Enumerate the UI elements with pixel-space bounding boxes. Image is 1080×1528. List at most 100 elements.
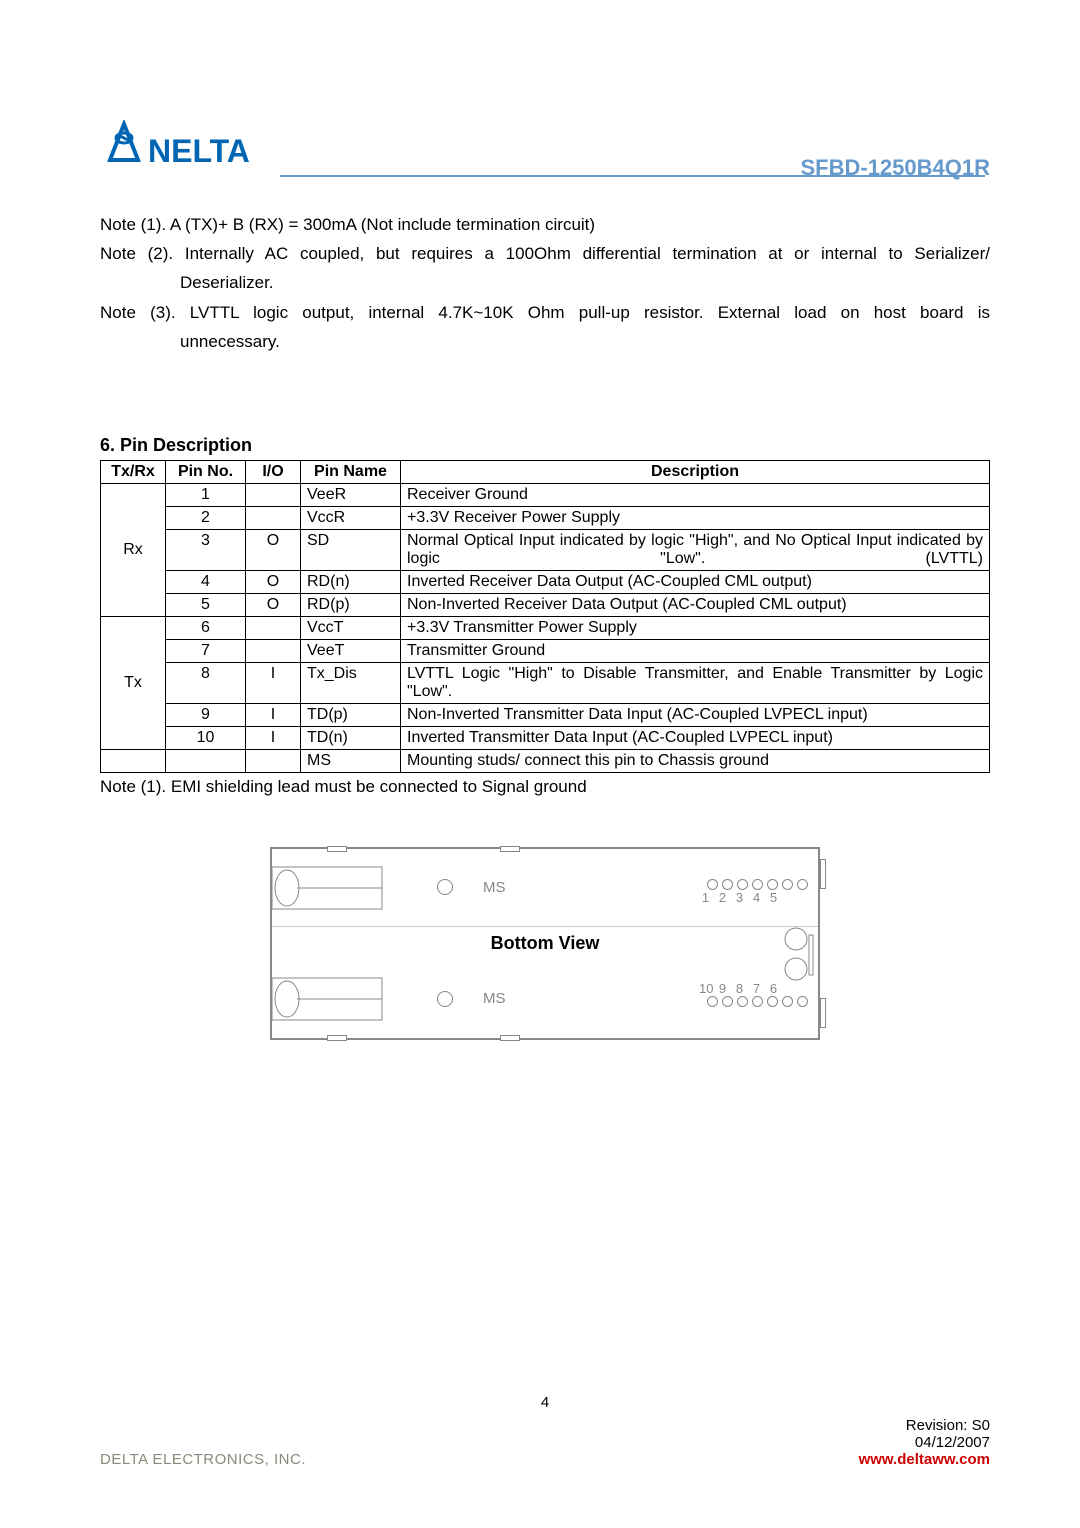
table-row: 7VeeTTransmitter Ground (101, 639, 990, 662)
cell-desc: Transmitter Ground (401, 639, 990, 662)
pin-number: 5 (767, 890, 780, 905)
pin-hole (707, 996, 718, 1007)
cell-pin: 3 (166, 529, 246, 570)
note-3a: Note (3). LVTTL logic output, internal 4… (100, 299, 990, 326)
cell-io: I (246, 703, 301, 726)
svg-text:NELTA: NELTA (148, 133, 250, 169)
cell-desc: Inverted Receiver Data Output (AC-Couple… (401, 570, 990, 593)
table-row: Tx6VccT+3.3V Transmitter Power Supply (101, 616, 990, 639)
cell-pin: 8 (166, 662, 246, 703)
cell-name: SD (301, 529, 401, 570)
notes-block: Note (1). A (TX)+ B (RX) = 300mA (Not in… (100, 211, 990, 355)
pin-hole (752, 996, 763, 1007)
pin-hole (782, 996, 793, 1007)
table-row: 5ORD(p)Non-Inverted Receiver Data Output… (101, 593, 990, 616)
table-row: MSMounting studs/ connect this pin to Ch… (101, 749, 990, 772)
cell-pin: 4 (166, 570, 246, 593)
ms-label-top: MS (483, 879, 506, 896)
pin-hole (737, 879, 748, 890)
page-footer: 4 DELTA ELECTRONICS, INC. Revision: S0 0… (100, 1394, 990, 1468)
part-number: SFBD-1250B4Q1R (800, 155, 990, 181)
table-row: 4ORD(n)Inverted Receiver Data Output (AC… (101, 570, 990, 593)
cell-io: I (246, 662, 301, 703)
cell-pin: 1 (166, 483, 246, 506)
cell-io (246, 639, 301, 662)
cell-io (246, 616, 301, 639)
note-2b: Deserializer. (100, 269, 990, 296)
cell-name: RD(n) (301, 570, 401, 593)
cell-name: RD(p) (301, 593, 401, 616)
cell-desc: LVTTL Logic "High" to Disable Transmitte… (401, 662, 990, 703)
footer-date: 04/12/2007 (859, 1434, 990, 1451)
table-row: 3OSDNormal Optical Input indicated by lo… (101, 529, 990, 570)
pin-hole (737, 996, 748, 1007)
footer-revision: Revision: S0 (859, 1417, 990, 1434)
cell-name: VeeR (301, 483, 401, 506)
table-row: 8ITx_DisLVTTL Logic "High" to Disable Tr… (101, 662, 990, 703)
pin-number: 9 (716, 981, 729, 996)
page-number: 4 (100, 1394, 990, 1411)
pin-hole (707, 879, 718, 890)
cell-pin (166, 749, 246, 772)
ms-hole-icon (437, 991, 453, 1007)
cell-name: VccR (301, 506, 401, 529)
cell-pin: 9 (166, 703, 246, 726)
pin-hole (797, 996, 808, 1007)
pin-hole (752, 879, 763, 890)
cell-io: I (246, 726, 301, 749)
note-1: Note (1). A (TX)+ B (RX) = 300mA (Not in… (100, 211, 990, 238)
cell-io: O (246, 570, 301, 593)
cell-desc: +3.3V Transmitter Power Supply (401, 616, 990, 639)
cell-io (246, 483, 301, 506)
pin-number: 3 (733, 890, 746, 905)
cell-desc: Inverted Transmitter Data Input (AC-Coup… (401, 726, 990, 749)
cell-name: TD(p) (301, 703, 401, 726)
pin-hole (767, 996, 778, 1007)
company-logo: NELTA (100, 120, 270, 181)
table-row: Rx1VeeRReceiver Ground (101, 483, 990, 506)
cell-desc: Non-Inverted Transmitter Data Input (AC-… (401, 703, 990, 726)
cell-name: VccT (301, 616, 401, 639)
footer-company: DELTA ELECTRONICS, INC. (100, 1451, 306, 1468)
cell-io: O (246, 593, 301, 616)
pin-number: 2 (716, 890, 729, 905)
pin-number: 10 (699, 981, 712, 996)
pin-hole (767, 879, 778, 890)
cell-io (246, 749, 301, 772)
table-row: 2VccR+3.3V Receiver Power Supply (101, 506, 990, 529)
cell-pin: 7 (166, 639, 246, 662)
bottom-view-diagram: MS 12345 Bottom View MS 109876 (270, 847, 820, 1040)
cell-desc: Normal Optical Input indicated by logic … (401, 529, 990, 570)
pin-number: 7 (750, 981, 763, 996)
cell-desc: Receiver Ground (401, 483, 990, 506)
pin-hole (722, 996, 733, 1007)
table-header: Pin Name (301, 460, 401, 483)
pin-number: 4 (750, 890, 763, 905)
cell-desc: Mounting studs/ connect this pin to Chas… (401, 749, 990, 772)
note-2a: Note (2). Internally AC coupled, but req… (100, 240, 990, 267)
ms-hole-icon (437, 879, 453, 895)
bottom-view-label: Bottom View (272, 933, 818, 954)
cell-name: MS (301, 749, 401, 772)
cell-io (246, 506, 301, 529)
cell-pin: 6 (166, 616, 246, 639)
pin-hole (722, 879, 733, 890)
cell-desc: +3.3V Receiver Power Supply (401, 506, 990, 529)
section-title: 6. Pin Description (100, 435, 990, 456)
cell-txrx: Tx (101, 616, 166, 749)
table-header: Pin No. (166, 460, 246, 483)
pin-description-table: Tx/RxPin No.I/OPin NameDescription Rx1Ve… (100, 460, 990, 773)
cell-name: Tx_Dis (301, 662, 401, 703)
table-header: Tx/Rx (101, 460, 166, 483)
ms-label-bot: MS (483, 990, 506, 1007)
pin-hole (797, 879, 808, 890)
table-header: I/O (246, 460, 301, 483)
pin-hole (782, 879, 793, 890)
note-3b: unnecessary. (100, 328, 990, 355)
cell-txrx (101, 749, 166, 772)
table-header: Description (401, 460, 990, 483)
cell-name: TD(n) (301, 726, 401, 749)
header-divider (280, 175, 985, 177)
pin-number: 8 (733, 981, 746, 996)
table-row: 10ITD(n)Inverted Transmitter Data Input … (101, 726, 990, 749)
